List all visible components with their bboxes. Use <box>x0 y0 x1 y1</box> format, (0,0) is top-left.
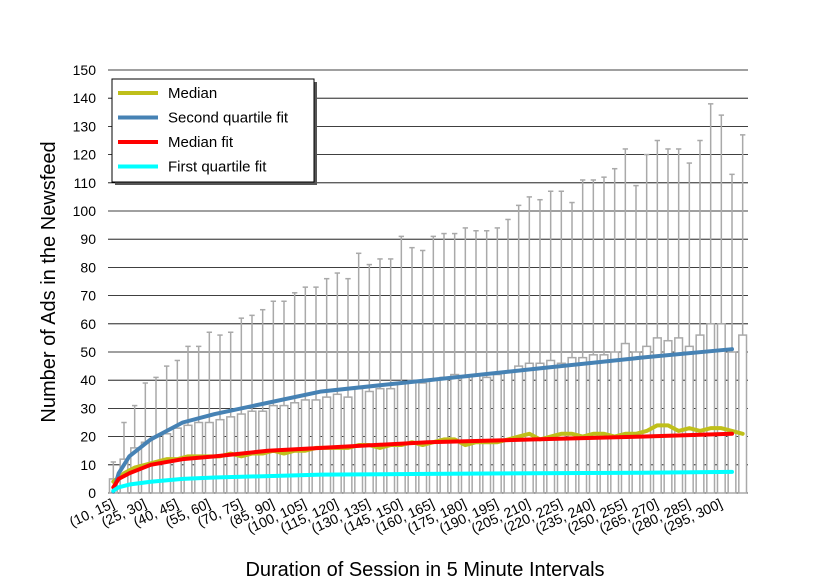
box <box>738 334 748 494</box>
box <box>300 399 310 494</box>
legend: Median Second quartile fit Median fit First… <box>111 78 317 185</box>
box <box>695 334 705 494</box>
box <box>428 379 438 494</box>
first-quartile-fit-line <box>111 469 734 493</box>
y-tick-label: 80 <box>80 259 96 275</box>
box <box>482 376 492 494</box>
y-tick-label: 150 <box>73 62 97 78</box>
box <box>620 342 630 494</box>
box <box>364 390 374 494</box>
y-tick-label: 0 <box>88 485 96 501</box>
y-tick-label: 70 <box>80 288 96 304</box>
legend-label: Median <box>168 85 217 102</box>
y-axis-title: Number of Ads in the Newsfeed <box>38 141 60 422</box>
x-axis-title: Duration of Session in 5 Minute Interval… <box>245 559 604 581</box>
box <box>460 376 470 494</box>
box <box>332 393 342 494</box>
y-tick-label: 140 <box>73 90 97 106</box>
box <box>652 337 662 494</box>
y-tick-label: 60 <box>80 316 96 332</box>
box <box>354 387 364 494</box>
median-fit-line <box>111 431 734 490</box>
y-tick-label: 40 <box>80 372 96 388</box>
y-tick-labels: 0 10 20 30 40 50 60 70 80 90 100 110 120 130 140 150 <box>73 62 97 501</box>
legend-label: Second quartile fit <box>168 110 289 127</box>
y-tick-label: 90 <box>80 231 96 247</box>
box <box>396 382 406 494</box>
box <box>674 337 684 494</box>
box <box>386 387 396 494</box>
y-tick-label: 20 <box>80 429 96 445</box>
legend-label: First quartile fit <box>168 159 267 176</box>
fit-lines <box>111 347 745 494</box>
y-tick-label: 10 <box>80 457 96 473</box>
y-tick-label: 50 <box>80 344 96 360</box>
y-tick-label: 100 <box>73 203 97 219</box>
box <box>322 396 332 494</box>
box <box>407 379 417 494</box>
box <box>663 339 673 494</box>
y-tick-label: 130 <box>73 118 97 134</box>
second-quartile-fit-line <box>111 347 734 494</box>
y-tick-label: 110 <box>74 175 97 191</box>
box <box>375 387 385 494</box>
box <box>418 382 428 494</box>
y-tick-label: 30 <box>80 400 96 416</box>
x-tick-labels: (10, 15](25, 30](40, 45](55, 60](70, 75]… <box>67 495 725 536</box>
y-tick-label: 120 <box>73 147 97 163</box>
legend-label: Median fit <box>168 134 234 151</box>
